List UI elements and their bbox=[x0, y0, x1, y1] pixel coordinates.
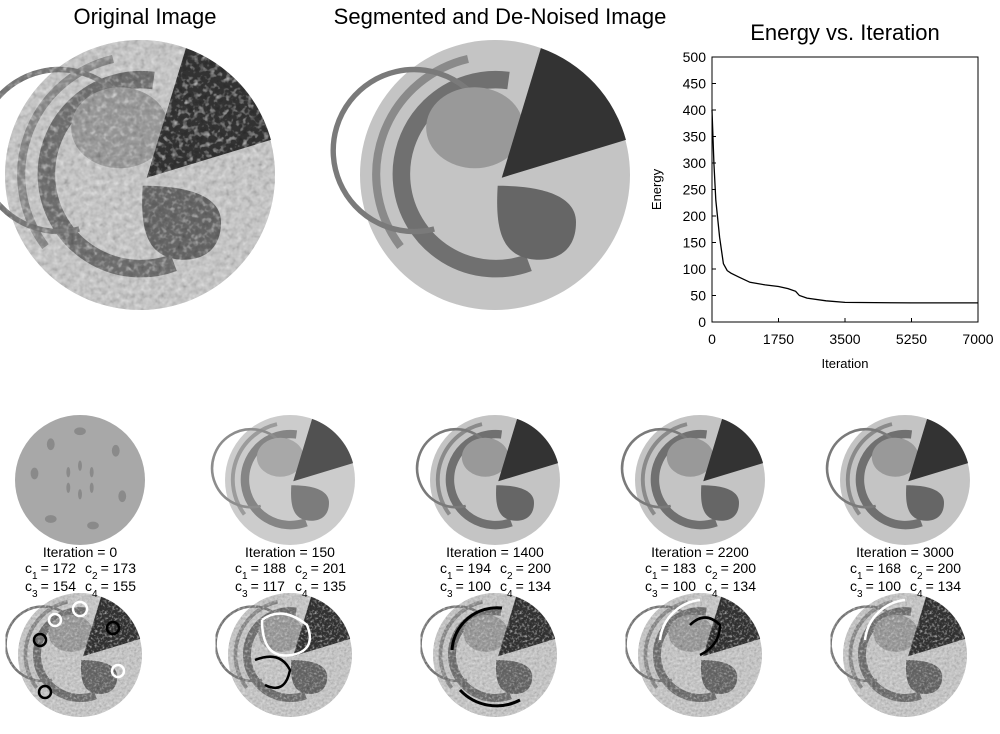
coefficient-symbol: c bbox=[25, 560, 32, 576]
coefficient-symbol: c bbox=[705, 560, 712, 576]
iteration-label: Iteration = 150 bbox=[245, 544, 335, 560]
coefficient-symbol: c bbox=[85, 578, 92, 594]
coefficient-value: = 194 bbox=[456, 560, 492, 576]
coefficient-symbol: c bbox=[500, 578, 507, 594]
y-tick-label: 400 bbox=[683, 102, 707, 118]
coefficient-index: 1 bbox=[857, 571, 863, 582]
coefficient-symbol: c bbox=[850, 560, 857, 576]
y-axis-label: Energy bbox=[649, 168, 664, 210]
coefficient-value: = 200 bbox=[926, 560, 962, 576]
y-tick-label: 450 bbox=[683, 76, 707, 92]
x-tick-label: 5250 bbox=[896, 331, 927, 347]
y-tick-label: 250 bbox=[683, 182, 707, 198]
energy-chart: Energy vs. Iteration 0 50 100 150 200 250 300 35… bbox=[649, 20, 994, 371]
x-tick-label: 1750 bbox=[763, 331, 794, 347]
coefficient-symbol: c bbox=[645, 560, 652, 576]
coefficient-index: 4 bbox=[917, 589, 923, 600]
coefficient-index: 3 bbox=[447, 589, 453, 600]
coefficient-index: 2 bbox=[712, 571, 718, 582]
coefficient-index: 4 bbox=[92, 589, 98, 600]
y-tick-label: 0 bbox=[698, 314, 706, 330]
coefficient-symbol: c bbox=[295, 560, 302, 576]
coefficient-symbol: c bbox=[645, 578, 652, 594]
x-tick-label: 3500 bbox=[829, 331, 860, 347]
iteration-label: Iteration = 0 bbox=[43, 544, 118, 560]
coefficient-value: = 100 bbox=[866, 578, 902, 594]
coefficient-symbol: c bbox=[235, 578, 242, 594]
coefficient-index: 1 bbox=[447, 571, 453, 582]
coefficient-index: 4 bbox=[712, 589, 718, 600]
image-title: Segmented and De-Noised Image bbox=[334, 4, 667, 29]
coefficient-value: = 200 bbox=[721, 560, 757, 576]
iteration-image bbox=[212, 415, 355, 545]
coefficient-index: 1 bbox=[242, 571, 248, 582]
coefficient-index: 2 bbox=[507, 571, 513, 582]
iteration-image bbox=[15, 415, 145, 545]
iteration-label: Iteration = 1400 bbox=[446, 544, 544, 560]
coefficient-symbol: c bbox=[910, 578, 917, 594]
coefficient-index: 2 bbox=[302, 571, 308, 582]
iteration-label: Iteration = 2200 bbox=[651, 544, 749, 560]
iteration-image bbox=[827, 415, 970, 545]
coefficient-symbol: c bbox=[440, 578, 447, 594]
coefficient-value: = 201 bbox=[311, 560, 347, 576]
iteration-image bbox=[417, 415, 560, 545]
figure: Original Image Segmented and De-Noised I… bbox=[0, 0, 1000, 734]
coefficient-symbol: c bbox=[850, 578, 857, 594]
y-tick-label: 300 bbox=[683, 155, 707, 171]
coefficient-value: = 155 bbox=[101, 578, 137, 594]
y-tick-label: 100 bbox=[683, 261, 707, 277]
original-image bbox=[0, 40, 275, 310]
coefficient-value: = 188 bbox=[251, 560, 287, 576]
coefficient-value: = 173 bbox=[101, 560, 137, 576]
energy-line bbox=[712, 110, 978, 303]
coefficient-index: 3 bbox=[32, 589, 38, 600]
coefficient-symbol: c bbox=[235, 560, 242, 576]
coefficient-symbol: c bbox=[25, 578, 32, 594]
coefficient-value: = 134 bbox=[926, 578, 962, 594]
coefficient-index: 2 bbox=[92, 571, 98, 582]
iteration-image bbox=[622, 415, 765, 545]
coefficient-value: = 117 bbox=[251, 578, 286, 594]
coefficient-index: 2 bbox=[917, 571, 923, 582]
coefficient-symbol: c bbox=[85, 560, 92, 576]
coefficient-index: 3 bbox=[857, 589, 863, 600]
coefficient-value: = 154 bbox=[41, 578, 77, 594]
coefficient-index: 3 bbox=[652, 589, 658, 600]
y-tick-label: 500 bbox=[683, 49, 707, 65]
coefficient-value: = 100 bbox=[456, 578, 492, 594]
coefficient-index: 4 bbox=[302, 589, 308, 600]
x-tick-label: 0 bbox=[708, 331, 716, 347]
coefficient-symbol: c bbox=[295, 578, 302, 594]
coefficient-value: = 134 bbox=[516, 578, 552, 594]
y-tick-label: 350 bbox=[683, 129, 707, 145]
y-tick-label: 200 bbox=[683, 208, 707, 224]
coefficient-index: 3 bbox=[242, 589, 248, 600]
x-axis-label: Iteration bbox=[822, 356, 869, 371]
coefficient-symbol: c bbox=[705, 578, 712, 594]
coefficient-symbol: c bbox=[440, 560, 447, 576]
coefficient-index: 1 bbox=[32, 571, 38, 582]
coefficient-value: = 200 bbox=[516, 560, 552, 576]
iteration-label: Iteration = 3000 bbox=[856, 544, 954, 560]
coefficient-value: = 168 bbox=[866, 560, 902, 576]
coefficient-value: = 183 bbox=[661, 560, 697, 576]
coefficient-value: = 100 bbox=[661, 578, 697, 594]
chart-title: Energy vs. Iteration bbox=[750, 20, 940, 45]
segmented-image bbox=[333, 40, 630, 310]
y-tick-label: 50 bbox=[690, 288, 706, 304]
x-tick-label: 7000 bbox=[962, 331, 993, 347]
coefficient-index: 1 bbox=[652, 571, 658, 582]
coefficient-value: = 135 bbox=[311, 578, 347, 594]
image-title: Original Image bbox=[73, 4, 216, 29]
coefficient-symbol: c bbox=[500, 560, 507, 576]
coefficient-index: 4 bbox=[507, 589, 513, 600]
coefficient-value: = 172 bbox=[41, 560, 77, 576]
coefficient-symbol: c bbox=[910, 560, 917, 576]
contour-row bbox=[6, 593, 967, 717]
y-tick-label: 150 bbox=[683, 235, 707, 251]
coefficient-value: = 134 bbox=[721, 578, 757, 594]
